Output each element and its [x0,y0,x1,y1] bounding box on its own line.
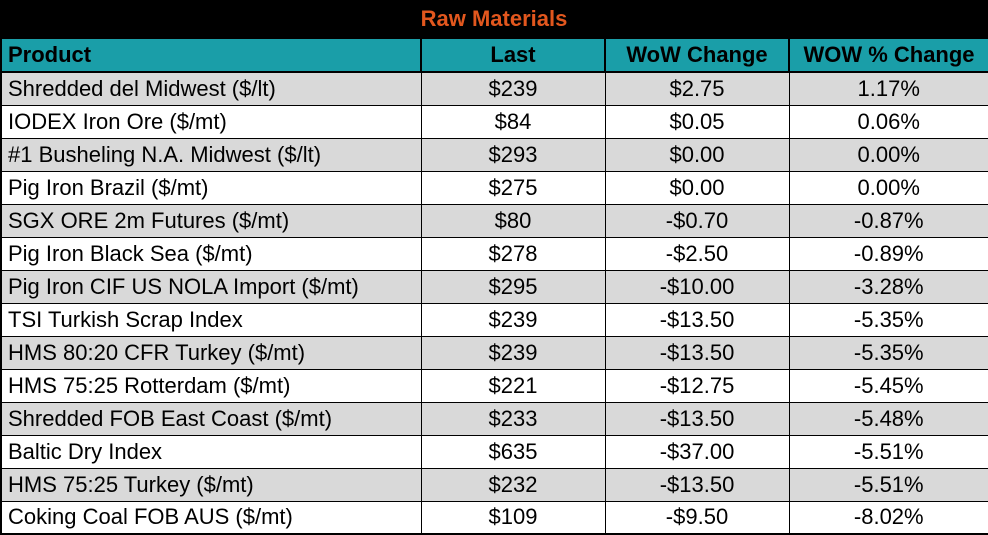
cell-product: Baltic Dry Index [0,434,422,469]
header-row: Product Last WoW Change WOW % Change [0,37,988,73]
cell-product: SGX ORE 2m Futures ($/mt) [0,203,422,238]
cell-product: HMS 75:25 Rotterdam ($/mt) [0,368,422,403]
cell-last: $221 [420,368,606,403]
cell-wow-change: -$13.50 [604,302,790,337]
column-header-last: Last [420,37,606,73]
cell-product: Shredded del Midwest ($/lt) [0,71,422,106]
table-title: Raw Materials [0,0,988,37]
table-row: Baltic Dry Index $635 -$37.00 -5.51% [0,434,988,469]
table-row: HMS 80:20 CFR Turkey ($/mt) $239 -$13.50 -5… [0,335,988,370]
cell-product: HMS 80:20 CFR Turkey ($/mt) [0,335,422,370]
column-header-wow-pct-change: WOW % Change [788,37,988,73]
table-body: Shredded del Midwest ($/lt) $239 $2.75 1.17… [0,71,988,535]
cell-product: IODEX Iron Ore ($/mt) [0,104,422,139]
cell-last: $232 [420,467,606,502]
cell-wow-change: -$37.00 [604,434,790,469]
cell-wow-change: $0.00 [604,137,790,172]
cell-product: Pig Iron Black Sea ($/mt) [0,236,422,271]
column-header-product: Product [0,37,422,73]
cell-last: $295 [420,269,606,304]
cell-last: $239 [420,302,606,337]
cell-wow-pct-change: -0.87% [788,203,988,238]
cell-last: $239 [420,335,606,370]
cell-wow-change: -$13.50 [604,467,790,502]
cell-last: $80 [420,203,606,238]
cell-wow-pct-change: -5.35% [788,335,988,370]
cell-wow-change: -$9.50 [604,500,790,535]
cell-wow-pct-change: 0.00% [788,137,988,172]
table-row: #1 Busheling N.A. Midwest ($/lt) $293 $0.0… [0,137,988,172]
cell-wow-pct-change: -8.02% [788,500,988,535]
cell-wow-change: -$13.50 [604,401,790,436]
column-header-wow-change: WoW Change [604,37,790,73]
cell-last: $233 [420,401,606,436]
cell-wow-change: $0.00 [604,170,790,205]
cell-product: HMS 75:25 Turkey ($/mt) [0,467,422,502]
cell-product: Pig Iron CIF US NOLA Import ($/mt) [0,269,422,304]
table-row: HMS 75:25 Turkey ($/mt) $232 -$13.50 -5.51% [0,467,988,502]
table-row: IODEX Iron Ore ($/mt) $84 $0.05 0.06% [0,104,988,139]
cell-wow-pct-change: -5.51% [788,434,988,469]
cell-last: $635 [420,434,606,469]
table-row: HMS 75:25 Rotterdam ($/mt) $221 -$12.75 -5.… [0,368,988,403]
table-row: Pig Iron CIF US NOLA Import ($/mt) $295 -$… [0,269,988,304]
table-row: Shredded FOB East Coast ($/mt) $233 -$13.5… [0,401,988,436]
cell-product: Shredded FOB East Coast ($/mt) [0,401,422,436]
table-row: Pig Iron Black Sea ($/mt) $278 -$2.50 -0.89… [0,236,988,271]
cell-wow-change: -$2.50 [604,236,790,271]
cell-last: $275 [420,170,606,205]
cell-wow-change: -$12.75 [604,368,790,403]
cell-wow-change: $2.75 [604,71,790,106]
cell-product: TSI Turkish Scrap Index [0,302,422,337]
table-row: Shredded del Midwest ($/lt) $239 $2.75 1.17… [0,71,988,106]
cell-wow-change: -$0.70 [604,203,790,238]
cell-product: #1 Busheling N.A. Midwest ($/lt) [0,137,422,172]
cell-wow-pct-change: -5.48% [788,401,988,436]
cell-wow-change: $0.05 [604,104,790,139]
cell-last: $109 [420,500,606,535]
cell-wow-pct-change: -5.35% [788,302,988,337]
cell-wow-change: -$10.00 [604,269,790,304]
table-row: TSI Turkish Scrap Index $239 -$13.50 -5.35% [0,302,988,337]
table-row: Coking Coal FOB AUS ($/mt) $109 -$9.50 -8.0… [0,500,988,535]
cell-wow-pct-change: -5.45% [788,368,988,403]
table-row: Pig Iron Brazil ($/mt) $275 $0.00 0.00% [0,170,988,205]
cell-wow-pct-change: 0.06% [788,104,988,139]
table-row: SGX ORE 2m Futures ($/mt) $80 -$0.70 -0.87% [0,203,988,238]
cell-wow-pct-change: -5.51% [788,467,988,502]
cell-last: $278 [420,236,606,271]
cell-wow-change: -$13.50 [604,335,790,370]
cell-wow-pct-change: 0.00% [788,170,988,205]
cell-product: Pig Iron Brazil ($/mt) [0,170,422,205]
cell-last: $84 [420,104,606,139]
raw-materials-table: Product Last WoW Change WOW % Change Shr… [0,37,988,535]
cell-product: Coking Coal FOB AUS ($/mt) [0,500,422,535]
cell-last: $239 [420,71,606,106]
cell-wow-pct-change: 1.17% [788,71,988,106]
cell-last: $293 [420,137,606,172]
cell-wow-pct-change: -0.89% [788,236,988,271]
cell-wow-pct-change: -3.28% [788,269,988,304]
